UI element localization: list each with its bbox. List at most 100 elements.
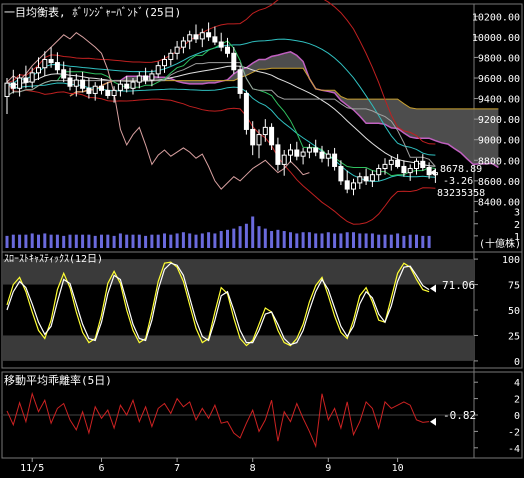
candle	[99, 78, 104, 95]
candle-body	[275, 144, 281, 165]
volume-bar	[43, 233, 47, 248]
volume-bar	[370, 233, 374, 248]
deviation-axis-label: -2	[508, 427, 520, 438]
volume-axis-label: 3	[514, 208, 520, 219]
volume-bar	[213, 233, 217, 248]
volume-bar	[5, 235, 9, 248]
volume-bar	[396, 233, 400, 248]
volume-bar	[100, 234, 103, 248]
candle	[212, 26, 218, 46]
volume-bar	[93, 235, 97, 248]
candle-body	[332, 153, 338, 167]
volume-bar	[11, 234, 15, 248]
candle-body	[288, 149, 293, 156]
volume-bar	[402, 235, 406, 248]
candle	[351, 178, 356, 196]
candle-body	[395, 159, 401, 167]
candle-body	[180, 40, 186, 48]
volume-bar	[257, 226, 261, 248]
candle-body	[218, 41, 224, 48]
candle	[319, 145, 325, 163]
candle	[382, 158, 388, 175]
candle	[306, 143, 312, 159]
volume-bar	[62, 235, 66, 248]
candle-body	[319, 151, 325, 159]
candle-body	[80, 79, 86, 89]
candle	[313, 139, 319, 157]
candle	[10, 69, 16, 94]
volume-bar	[389, 234, 393, 248]
volume-bar	[226, 229, 229, 248]
candle	[80, 71, 86, 93]
candle	[73, 73, 79, 97]
stochastic-axis-label: 0	[514, 357, 520, 368]
candle	[193, 24, 199, 44]
price-axis-label: 9400.00	[478, 95, 520, 106]
volume-bar	[307, 232, 311, 248]
candle-body	[105, 89, 111, 96]
panel-frame-2	[1, 371, 523, 459]
volume-bar	[408, 234, 412, 248]
volume-bar	[377, 234, 381, 248]
change-label: -3.26	[443, 176, 473, 187]
deviation-axis-label: -4	[508, 444, 520, 455]
volume-bar	[320, 233, 324, 248]
candle-body	[225, 46, 230, 54]
volume-bar	[55, 234, 59, 248]
deviation-last-marker	[430, 417, 436, 426]
stochastic-title: ｽﾛｰｽﾄｷｬｽﾃｨｯｸｽ(12日)	[4, 253, 103, 265]
candle	[206, 22, 212, 41]
candle	[67, 67, 73, 91]
price-axis-label: 9800.00	[478, 53, 520, 64]
volume-bar	[326, 232, 330, 248]
volume-bar	[314, 233, 318, 248]
stochastic-series-0	[6, 261, 430, 347]
candle-body	[61, 69, 67, 79]
date-label: 9	[325, 463, 331, 474]
candle	[294, 141, 300, 161]
volume-axis-label: 1	[514, 232, 520, 243]
volume-bar	[358, 233, 362, 248]
candle-body	[136, 75, 142, 83]
volume-bar	[219, 231, 223, 248]
candle-body	[67, 77, 73, 87]
candle-body	[351, 182, 356, 190]
candle	[420, 154, 426, 171]
candle-body	[149, 73, 155, 81]
date-label: 7	[174, 463, 180, 474]
candle	[130, 78, 136, 95]
candle-body	[376, 168, 382, 176]
candle	[363, 168, 369, 185]
volume-bar	[276, 229, 280, 248]
candle-body	[306, 147, 312, 153]
candle	[376, 164, 382, 181]
candle-body	[130, 81, 136, 89]
volume-bar	[289, 232, 292, 248]
volume-bar	[125, 234, 129, 248]
candle-body	[231, 52, 237, 71]
volume-axis-label: 2	[514, 220, 520, 231]
volume-bar	[333, 233, 337, 248]
last-close-label: 8678.89	[440, 164, 482, 175]
candle	[86, 78, 92, 99]
volume-bar	[74, 234, 78, 248]
volume-bar	[169, 234, 173, 248]
volume-bar	[188, 233, 192, 248]
candle-body	[281, 154, 287, 165]
date-label: 10	[392, 463, 404, 474]
candle	[426, 162, 432, 179]
candle-body	[17, 77, 23, 89]
volume-bar	[207, 232, 211, 248]
candle-body	[212, 36, 218, 43]
candle	[155, 61, 161, 78]
candle-body	[73, 79, 79, 87]
volume-bar	[68, 234, 72, 248]
volume-bar	[106, 234, 110, 248]
candle-body	[117, 83, 123, 91]
volume-bar	[244, 223, 248, 248]
volume-unit-label: (十億株)	[479, 237, 521, 250]
candle-body	[363, 176, 369, 182]
stochastic-axis-label: 75	[508, 281, 520, 292]
candle	[149, 69, 155, 87]
